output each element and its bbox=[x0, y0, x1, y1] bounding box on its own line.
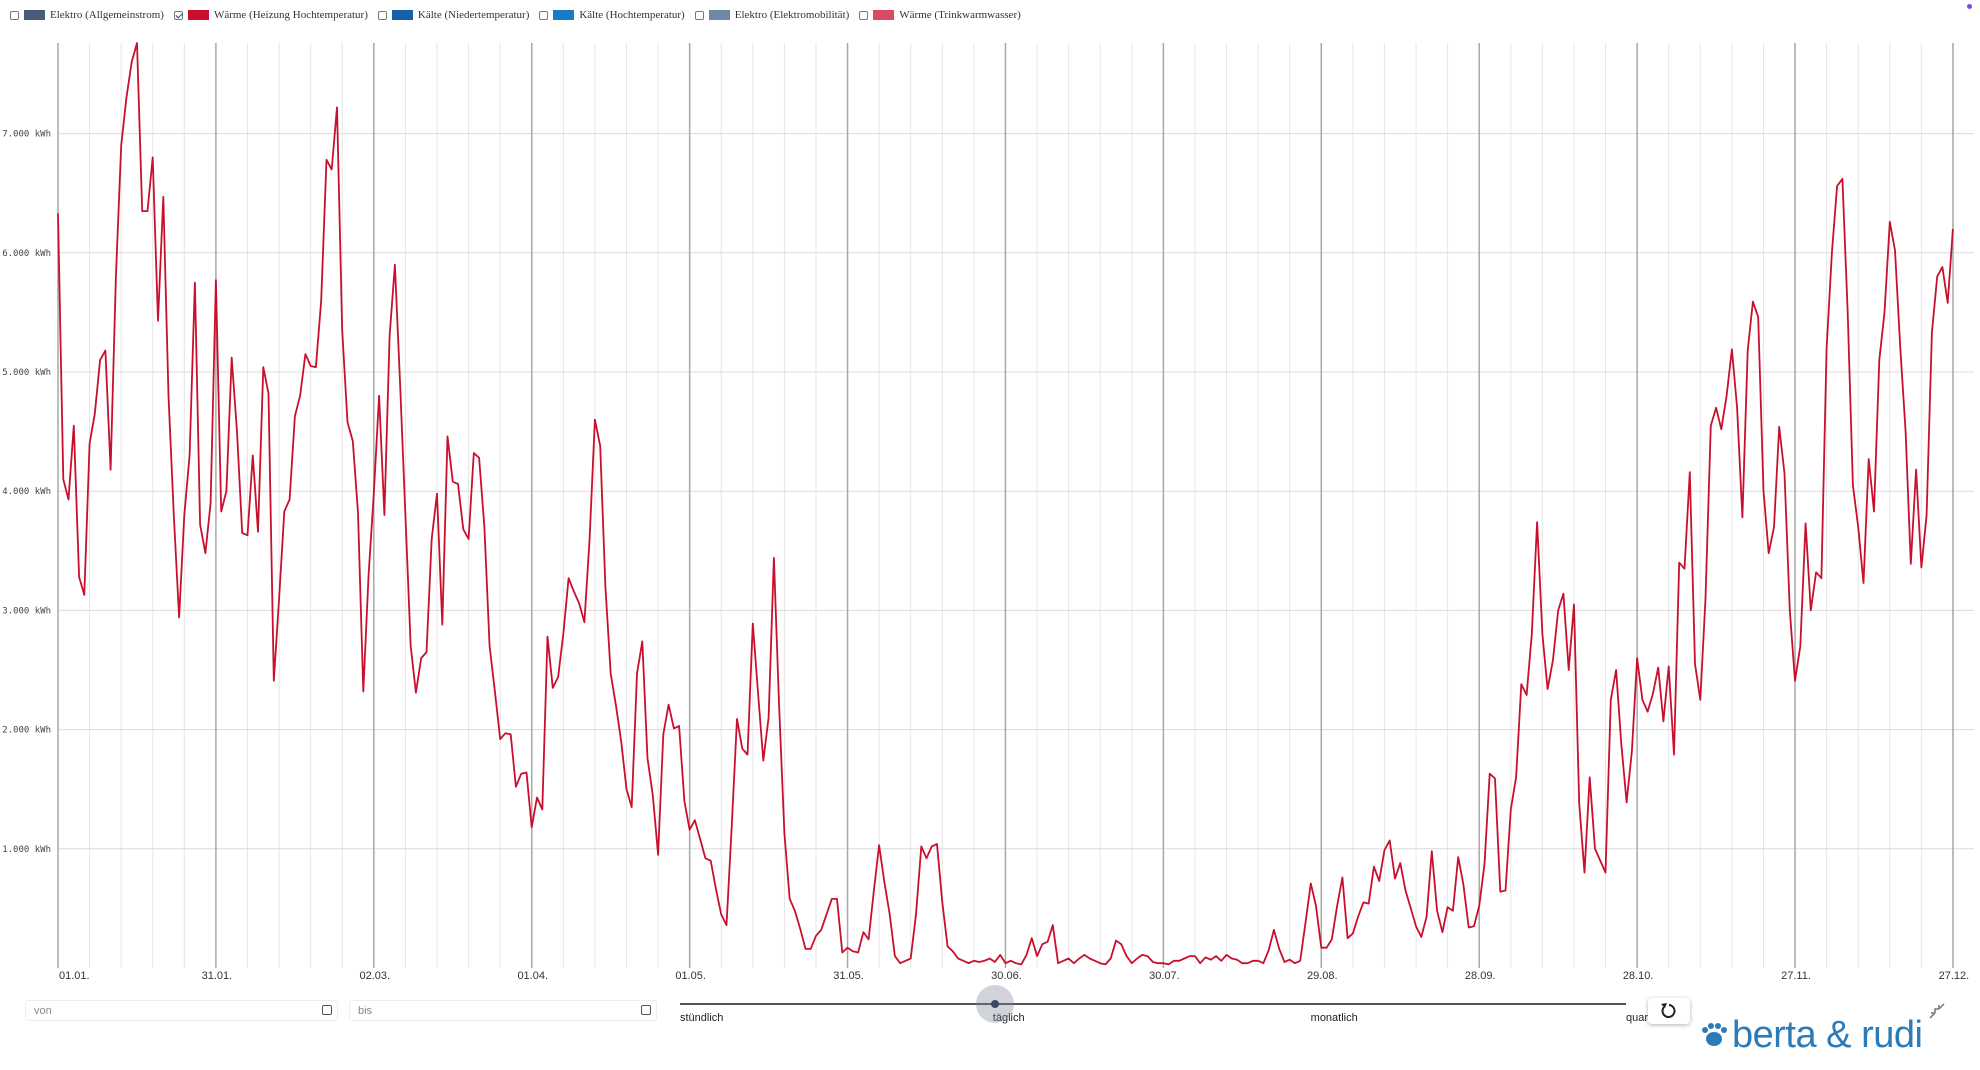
reset-icon bbox=[1661, 1003, 1676, 1018]
chart: 1.000 kWh 2.000 kWh 3.000 kWh 4.000 kWh 5.00… bbox=[2, 42, 1974, 982]
legend-swatch bbox=[24, 10, 45, 20]
legend-label: Wärme (Heizung Hochtemperatur) bbox=[213, 9, 368, 21]
x-tick-label: 31.05. bbox=[833, 970, 864, 982]
x-tick-label: 27.11. bbox=[1781, 970, 1811, 982]
legend-item[interactable]: Wärme (Trinkwarmwasser) bbox=[859, 9, 1021, 21]
x-tick-label: 01.05. bbox=[675, 970, 706, 982]
legend-item[interactable]: Elektro (Elektromobilität) bbox=[694, 9, 850, 21]
legend-item[interactable]: Kälte (Hochtemperatur) bbox=[539, 9, 685, 21]
x-tick-label: 01.01. bbox=[59, 970, 90, 982]
legend-checkbox[interactable] bbox=[10, 10, 19, 20]
legend-checkbox[interactable] bbox=[539, 10, 549, 20]
legend-swatch bbox=[708, 10, 730, 20]
legend-label: Kälte (Hochtemperatur) bbox=[579, 9, 685, 21]
legend-swatch bbox=[187, 10, 209, 20]
y-tick-label: 7.000 kWh bbox=[2, 130, 51, 140]
legend-swatch bbox=[873, 10, 895, 20]
y-tick-label: 4.000 kWh bbox=[2, 487, 51, 497]
slider-option[interactable]: stündlich bbox=[680, 1012, 724, 1024]
collapse-icon[interactable] bbox=[1927, 1001, 1947, 1021]
slider-option[interactable]: täglich bbox=[992, 1012, 1025, 1024]
x-tick-label: 01.04. bbox=[517, 970, 548, 982]
from-placeholder: von bbox=[34, 1005, 52, 1017]
status-dot bbox=[1967, 4, 1972, 9]
x-tick-label: 02.03. bbox=[360, 970, 391, 982]
x-tick-label: 28.10. bbox=[1623, 970, 1654, 982]
x-tick-label: 28.09. bbox=[1465, 970, 1496, 982]
logo: berta & rudi bbox=[1700, 1014, 1923, 1056]
logo-paw bbox=[1702, 1023, 1727, 1046]
from-input[interactable]: von bbox=[25, 1000, 338, 1021]
legend-item[interactable]: Wärme (Heizung Hochtemperatur) bbox=[173, 9, 368, 21]
to-placeholder: bis bbox=[358, 1005, 373, 1017]
legend-label: Elektro (Allgemeinstrom) bbox=[50, 9, 164, 21]
data-line bbox=[57, 42, 1954, 966]
x-tick-label: 30.07. bbox=[1149, 970, 1180, 982]
x-tick-label: 29.08. bbox=[1307, 970, 1338, 982]
y-tick-label: 6.000 kWh bbox=[2, 249, 51, 259]
y-tick-label: 1.000 kWh bbox=[2, 845, 51, 855]
y-tick-label: 5.000 kWh bbox=[2, 368, 51, 378]
legend-item[interactable]: Elektro (Allgemeinstrom) bbox=[10, 9, 164, 21]
legend-label: Kälte (Niedertemperatur) bbox=[417, 9, 530, 21]
legend-checkbox[interactable] bbox=[694, 10, 704, 20]
y-tick-label: 3.000 kWh bbox=[2, 606, 51, 616]
legend-item[interactable]: Kälte (Niedertemperatur) bbox=[377, 9, 530, 21]
x-tick-label: 27.12. bbox=[1939, 970, 1970, 982]
logo-text: berta & rudi bbox=[1732, 1014, 1923, 1056]
slider-option[interactable]: quar bbox=[1626, 1012, 1649, 1024]
legend-label: Elektro (Elektromobilität) bbox=[734, 9, 850, 21]
legend-swatch bbox=[391, 10, 413, 20]
slider-option[interactable]: monatlich bbox=[1310, 1012, 1358, 1024]
y-tick-label: 2.000 kWh bbox=[2, 726, 51, 736]
legend-checkbox[interactable] bbox=[859, 10, 869, 20]
slider-track bbox=[680, 1003, 1626, 1005]
calendar-icon[interactable] bbox=[641, 1005, 651, 1015]
granularity-slider[interactable]: stündlich täglich monatlich quar bbox=[680, 985, 1648, 1030]
legend: Elektro (Allgemeinstrom) Wärme (Heizung H… bbox=[10, 9, 1021, 21]
legend-swatch bbox=[553, 10, 575, 20]
x-tick-label: 31.01. bbox=[202, 970, 233, 982]
to-input[interactable]: bis bbox=[349, 1000, 657, 1021]
reset-button[interactable] bbox=[1648, 998, 1690, 1024]
legend-checkbox[interactable] bbox=[173, 10, 183, 20]
x-tick-label: 30.06. bbox=[991, 970, 1022, 982]
slider-knob[interactable] bbox=[991, 1000, 1000, 1008]
calendar-icon[interactable] bbox=[322, 1005, 332, 1015]
legend-checkbox[interactable] bbox=[377, 10, 387, 20]
legend-label: Wärme (Trinkwarmwasser) bbox=[899, 9, 1021, 21]
